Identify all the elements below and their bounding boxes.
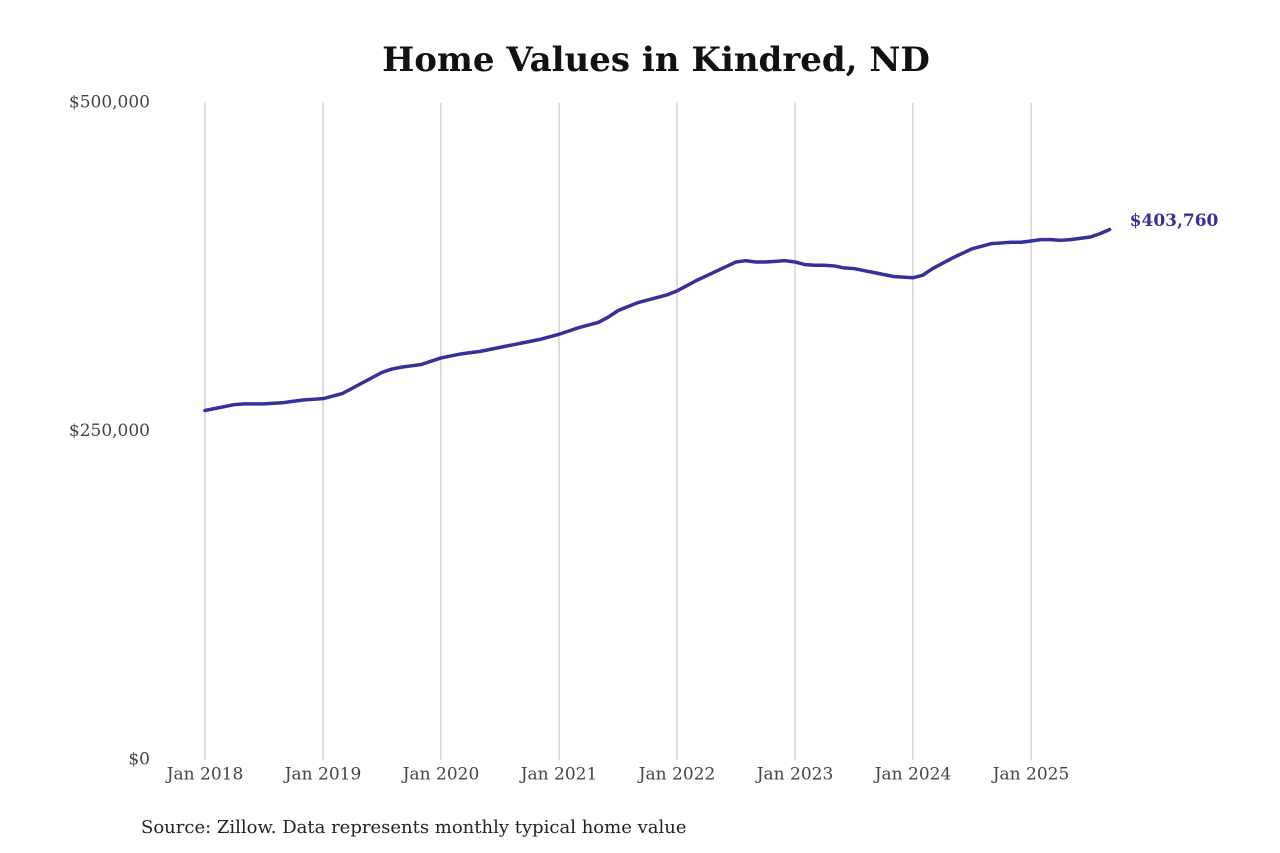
x-tick-label: Jan 2024 — [873, 765, 952, 785]
y-tick-label: $500,000 — [69, 93, 150, 113]
x-tick-label: Jan 2018 — [165, 765, 244, 785]
y-tick-label: $250,000 — [69, 421, 150, 441]
x-tick-label: Jan 2022 — [637, 765, 716, 785]
x-tick-label: Jan 2020 — [401, 765, 480, 785]
x-tick-label: Jan 2025 — [991, 765, 1070, 785]
chart-title: Home Values in Kindred, ND — [382, 40, 930, 80]
x-tick-label: Jan 2021 — [519, 765, 598, 785]
x-tick-label: Jan 2019 — [283, 765, 362, 785]
line — [203, 227, 1112, 413]
x-tick-label: Jan 2023 — [755, 765, 834, 785]
source-note: Source: Zillow. Data represents monthly … — [141, 817, 687, 838]
value-label: $403,760 — [1130, 211, 1219, 231]
y-tick-label: $0 — [128, 750, 150, 770]
